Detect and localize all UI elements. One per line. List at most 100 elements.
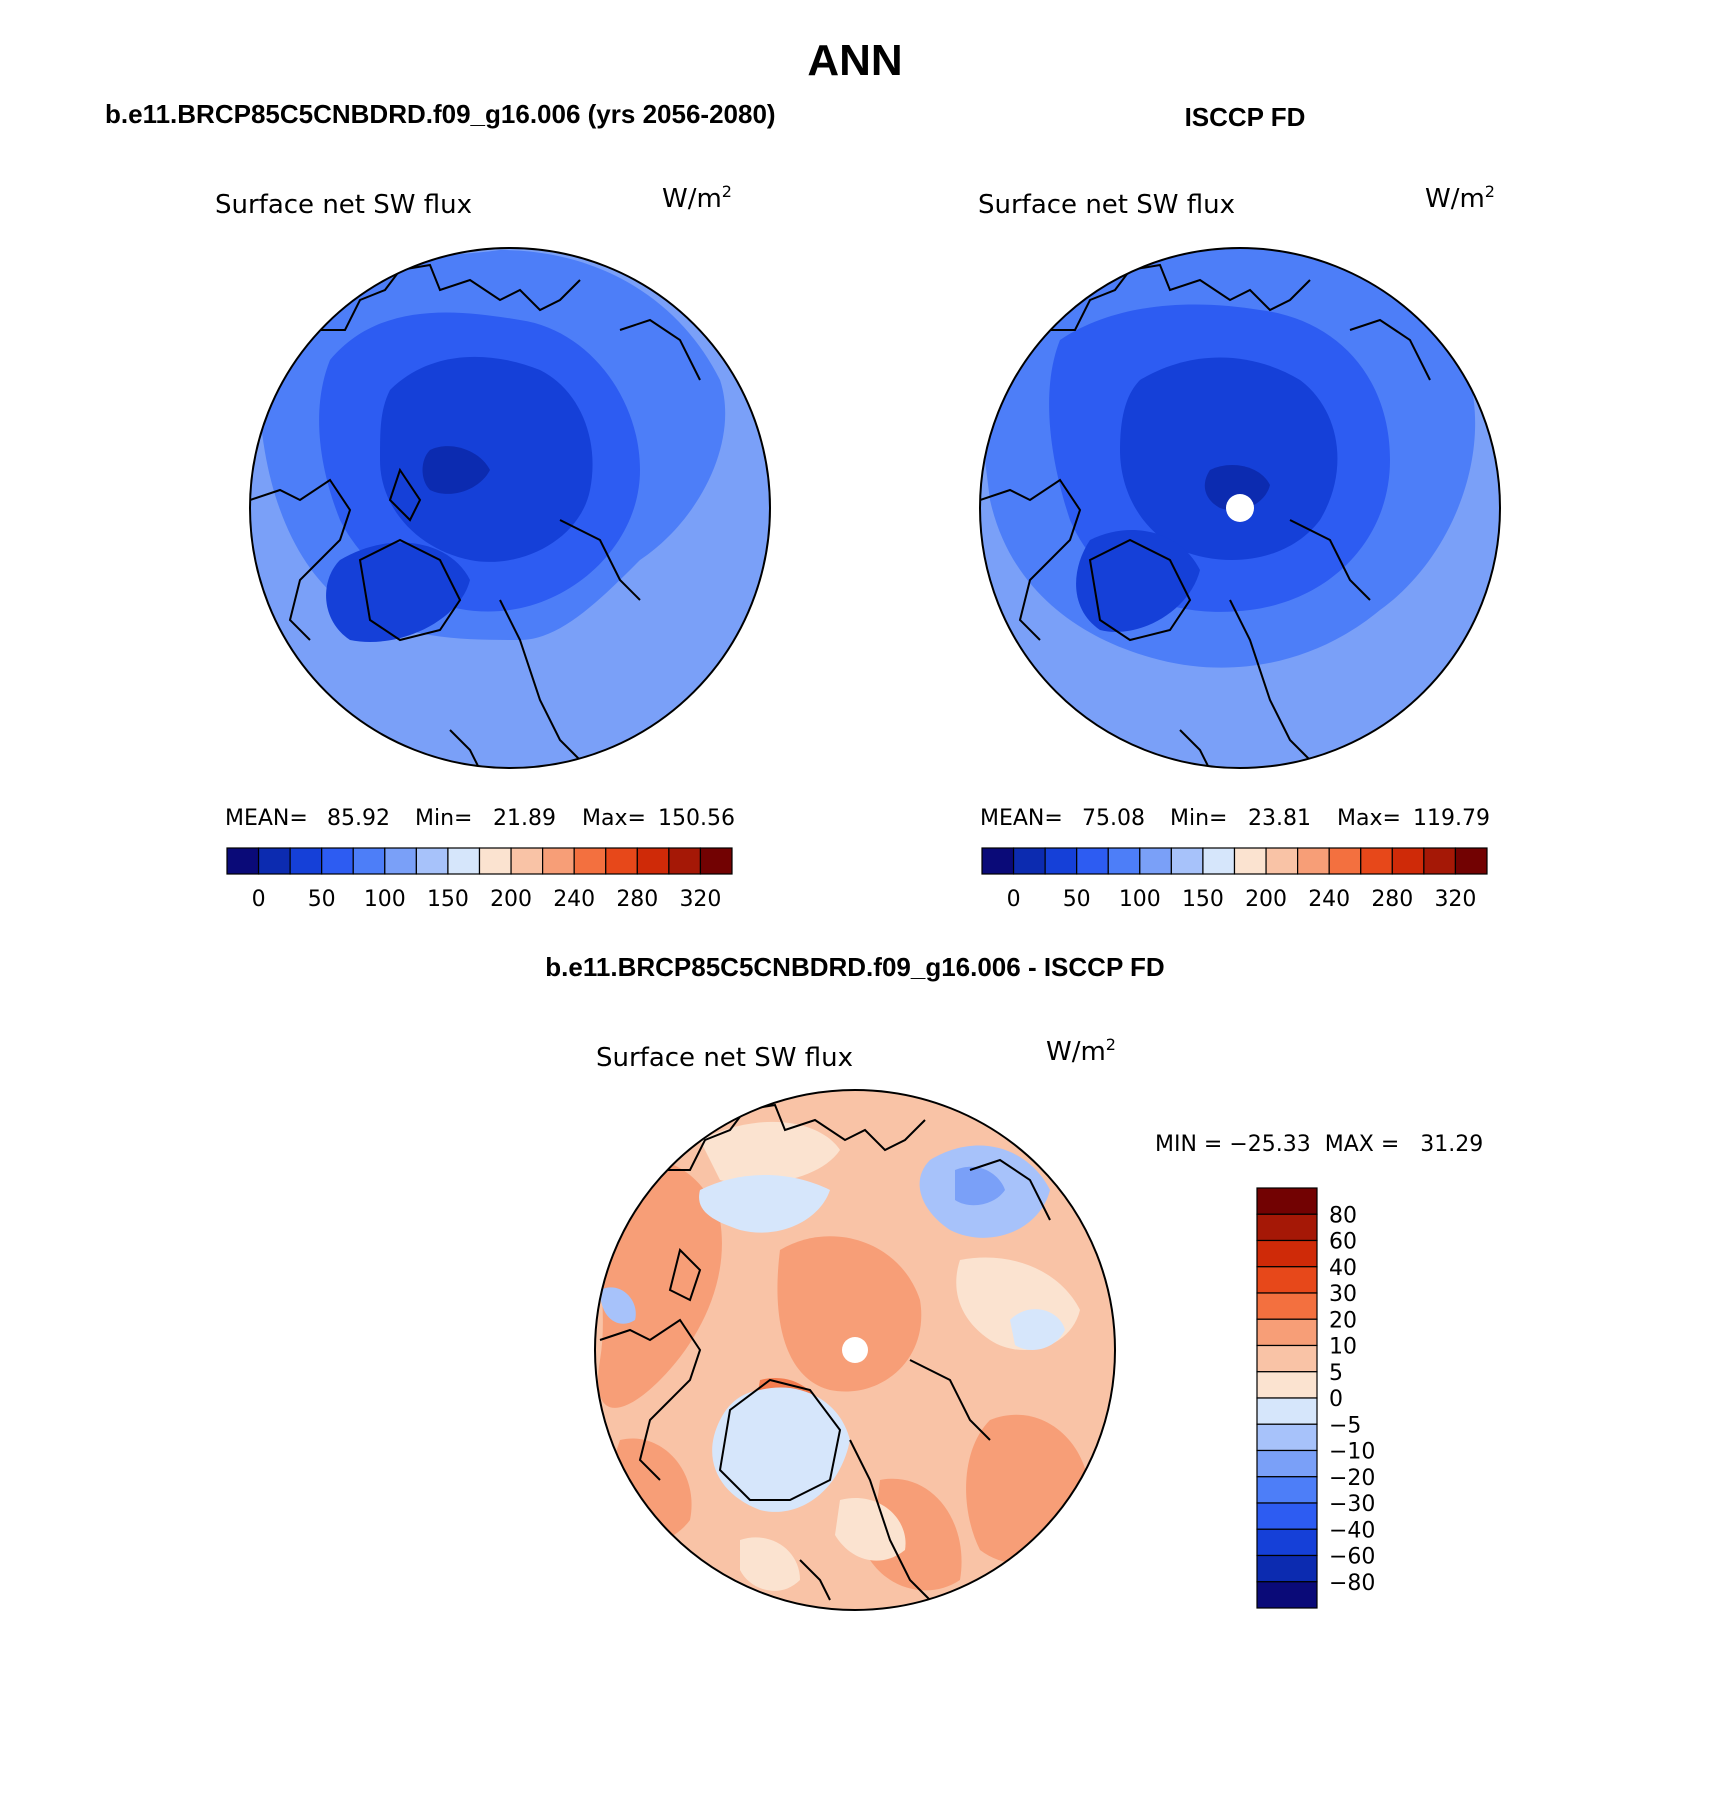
panel-header: ISCCP FD <box>1185 102 1306 132</box>
colorbar-swatch <box>1044 847 1078 875</box>
min-label: Min= <box>415 806 472 831</box>
colorbar-swatch <box>289 847 323 875</box>
stats-row: MEAN= 85.92 Min= 21.89 Max= 150.56 <box>225 806 735 831</box>
colorbar-tick-label: 240 <box>1308 887 1350 912</box>
colorbar-tick-label: 100 <box>1119 887 1161 912</box>
colorbar-swatch <box>1256 1318 1318 1347</box>
colorbar-swatch <box>1256 1581 1318 1609</box>
colorbar-swatch <box>1256 1476 1318 1504</box>
colorbar-tick-label: 200 <box>1245 887 1287 912</box>
colorbar-tick-label: 0 <box>1007 887 1021 912</box>
colorbar-tick-label: 60 <box>1329 1230 1357 1255</box>
colorbar-swatch <box>1256 1344 1318 1373</box>
colorbar-swatch <box>510 847 544 875</box>
mean-value: 75.08 <box>1082 806 1145 831</box>
colorbar-swatch <box>1454 847 1488 875</box>
colorbar-swatch <box>1256 1239 1318 1268</box>
colorbar-tick-label: 20 <box>1329 1308 1357 1333</box>
colorbar-tick-label: −10 <box>1329 1440 1375 1465</box>
units-label: W/m2 <box>1046 1035 1116 1067</box>
colorbar-tick-label: −30 <box>1329 1492 1375 1517</box>
colorbar-swatch <box>1107 847 1141 875</box>
colorbar-model: 0 50 100 150 200 240 280 320 <box>226 847 733 912</box>
colorbar-tick-label: 280 <box>616 887 658 912</box>
colorbar-tick-label: 0 <box>252 887 266 912</box>
colorbar-tick-label: 50 <box>1063 887 1091 912</box>
panel-obs: ISCCP FD Surface net SW flux W/m2 MEAN= … <box>978 102 1501 912</box>
colorbar-swatch <box>1256 1449 1318 1478</box>
colorbar-swatch <box>1256 1266 1318 1294</box>
figure-title: ANN <box>807 36 902 85</box>
panel-diff: b.e11.BRCP85C5CNBDRD.f09_g16.006 - ISCCP… <box>545 952 1483 1611</box>
variable-label: Surface net SW flux <box>978 190 1235 220</box>
pole-hole <box>1226 494 1254 522</box>
colorbar-tick-label: 80 <box>1329 1203 1357 1228</box>
colorbar-tick-label: 100 <box>364 887 406 912</box>
colorbar-swatch <box>384 847 417 875</box>
colorbar-tick-label: 320 <box>1434 887 1476 912</box>
colorbar-tick-label: 280 <box>1371 887 1413 912</box>
colorbar-swatch <box>226 847 260 875</box>
colorbar-swatch <box>1360 847 1393 875</box>
minmax-label: MIN = −25.33 MAX = 31.29 <box>1155 1132 1483 1157</box>
mean-label: MEAN= <box>225 806 308 831</box>
colorbar-swatch <box>699 847 733 875</box>
min-label: Min= <box>1170 806 1227 831</box>
colorbar-swatch <box>1297 847 1330 875</box>
colorbar-tick-label: 50 <box>308 887 336 912</box>
colorbar-swatch <box>1256 1371 1318 1399</box>
colorbar-tick-label: −60 <box>1329 1545 1375 1570</box>
colorbar-swatch <box>981 847 1015 875</box>
stats-row: MEAN= 75.08 Min= 23.81 Max= 119.79 <box>980 806 1490 831</box>
variable-label: Surface net SW flux <box>596 1043 853 1073</box>
colorbar-swatch <box>1012 847 1046 875</box>
colorbar-tick-label: −5 <box>1329 1413 1361 1438</box>
map-boundary <box>979 247 1501 769</box>
colorbar-swatch <box>573 847 607 875</box>
colorbar-swatch <box>1256 1397 1318 1425</box>
min-value: 23.81 <box>1248 806 1311 831</box>
colorbar-swatch <box>257 847 291 875</box>
colorbar-tick-label: 10 <box>1329 1335 1357 1360</box>
colorbar-swatch <box>415 847 449 875</box>
mean-label: MEAN= <box>980 806 1063 831</box>
colorbar-swatch <box>352 847 386 875</box>
colorbar-obs: 0 50 100 150 200 240 280 320 <box>981 847 1488 912</box>
colorbar-swatch <box>1256 1528 1318 1557</box>
map-boundary <box>249 247 771 769</box>
units-label: W/m2 <box>1425 182 1495 214</box>
variable-label: Surface net SW flux <box>215 190 472 220</box>
colorbar-swatch <box>605 847 638 875</box>
colorbar-swatch <box>1256 1213 1318 1242</box>
min-value: 21.89 <box>493 806 556 831</box>
colorbar-tick-label: −80 <box>1329 1571 1375 1596</box>
colorbar-tick-label: 240 <box>553 887 595 912</box>
colorbar-swatch <box>542 847 575 875</box>
colorbar-swatch <box>447 847 481 875</box>
colorbar-swatch <box>1256 1554 1318 1583</box>
colorbar-swatch <box>1328 847 1362 875</box>
colorbar-swatch <box>1139 847 1172 875</box>
colorbar-tick-label: 40 <box>1329 1256 1357 1281</box>
colorbar-swatch <box>1233 847 1267 875</box>
units-label: W/m2 <box>662 182 732 214</box>
polar-map <box>250 248 770 768</box>
colorbar-swatch <box>478 847 512 875</box>
pole-hole <box>842 1337 868 1363</box>
panel-header: b.e11.BRCP85C5CNBDRD.f09_g16.006 - ISCCP… <box>545 952 1164 982</box>
colorbar-swatch <box>1256 1423 1318 1452</box>
colorbar-tick-label: 0 <box>1329 1387 1343 1412</box>
colorbar-tick-label: −20 <box>1329 1466 1375 1491</box>
colorbar-tick-label: 150 <box>427 887 469 912</box>
coastlines <box>980 263 1431 768</box>
coastlines <box>599 1103 1051 1601</box>
colorbar-swatch <box>1076 847 1109 875</box>
colorbar-swatch <box>1423 847 1457 875</box>
colorbar-swatch <box>1170 847 1204 875</box>
colorbar-swatch <box>668 847 702 875</box>
coastlines <box>250 263 701 768</box>
max-value: 119.79 <box>1413 806 1490 831</box>
max-label: Max= <box>1337 806 1401 831</box>
max-label: Max= <box>582 806 646 831</box>
